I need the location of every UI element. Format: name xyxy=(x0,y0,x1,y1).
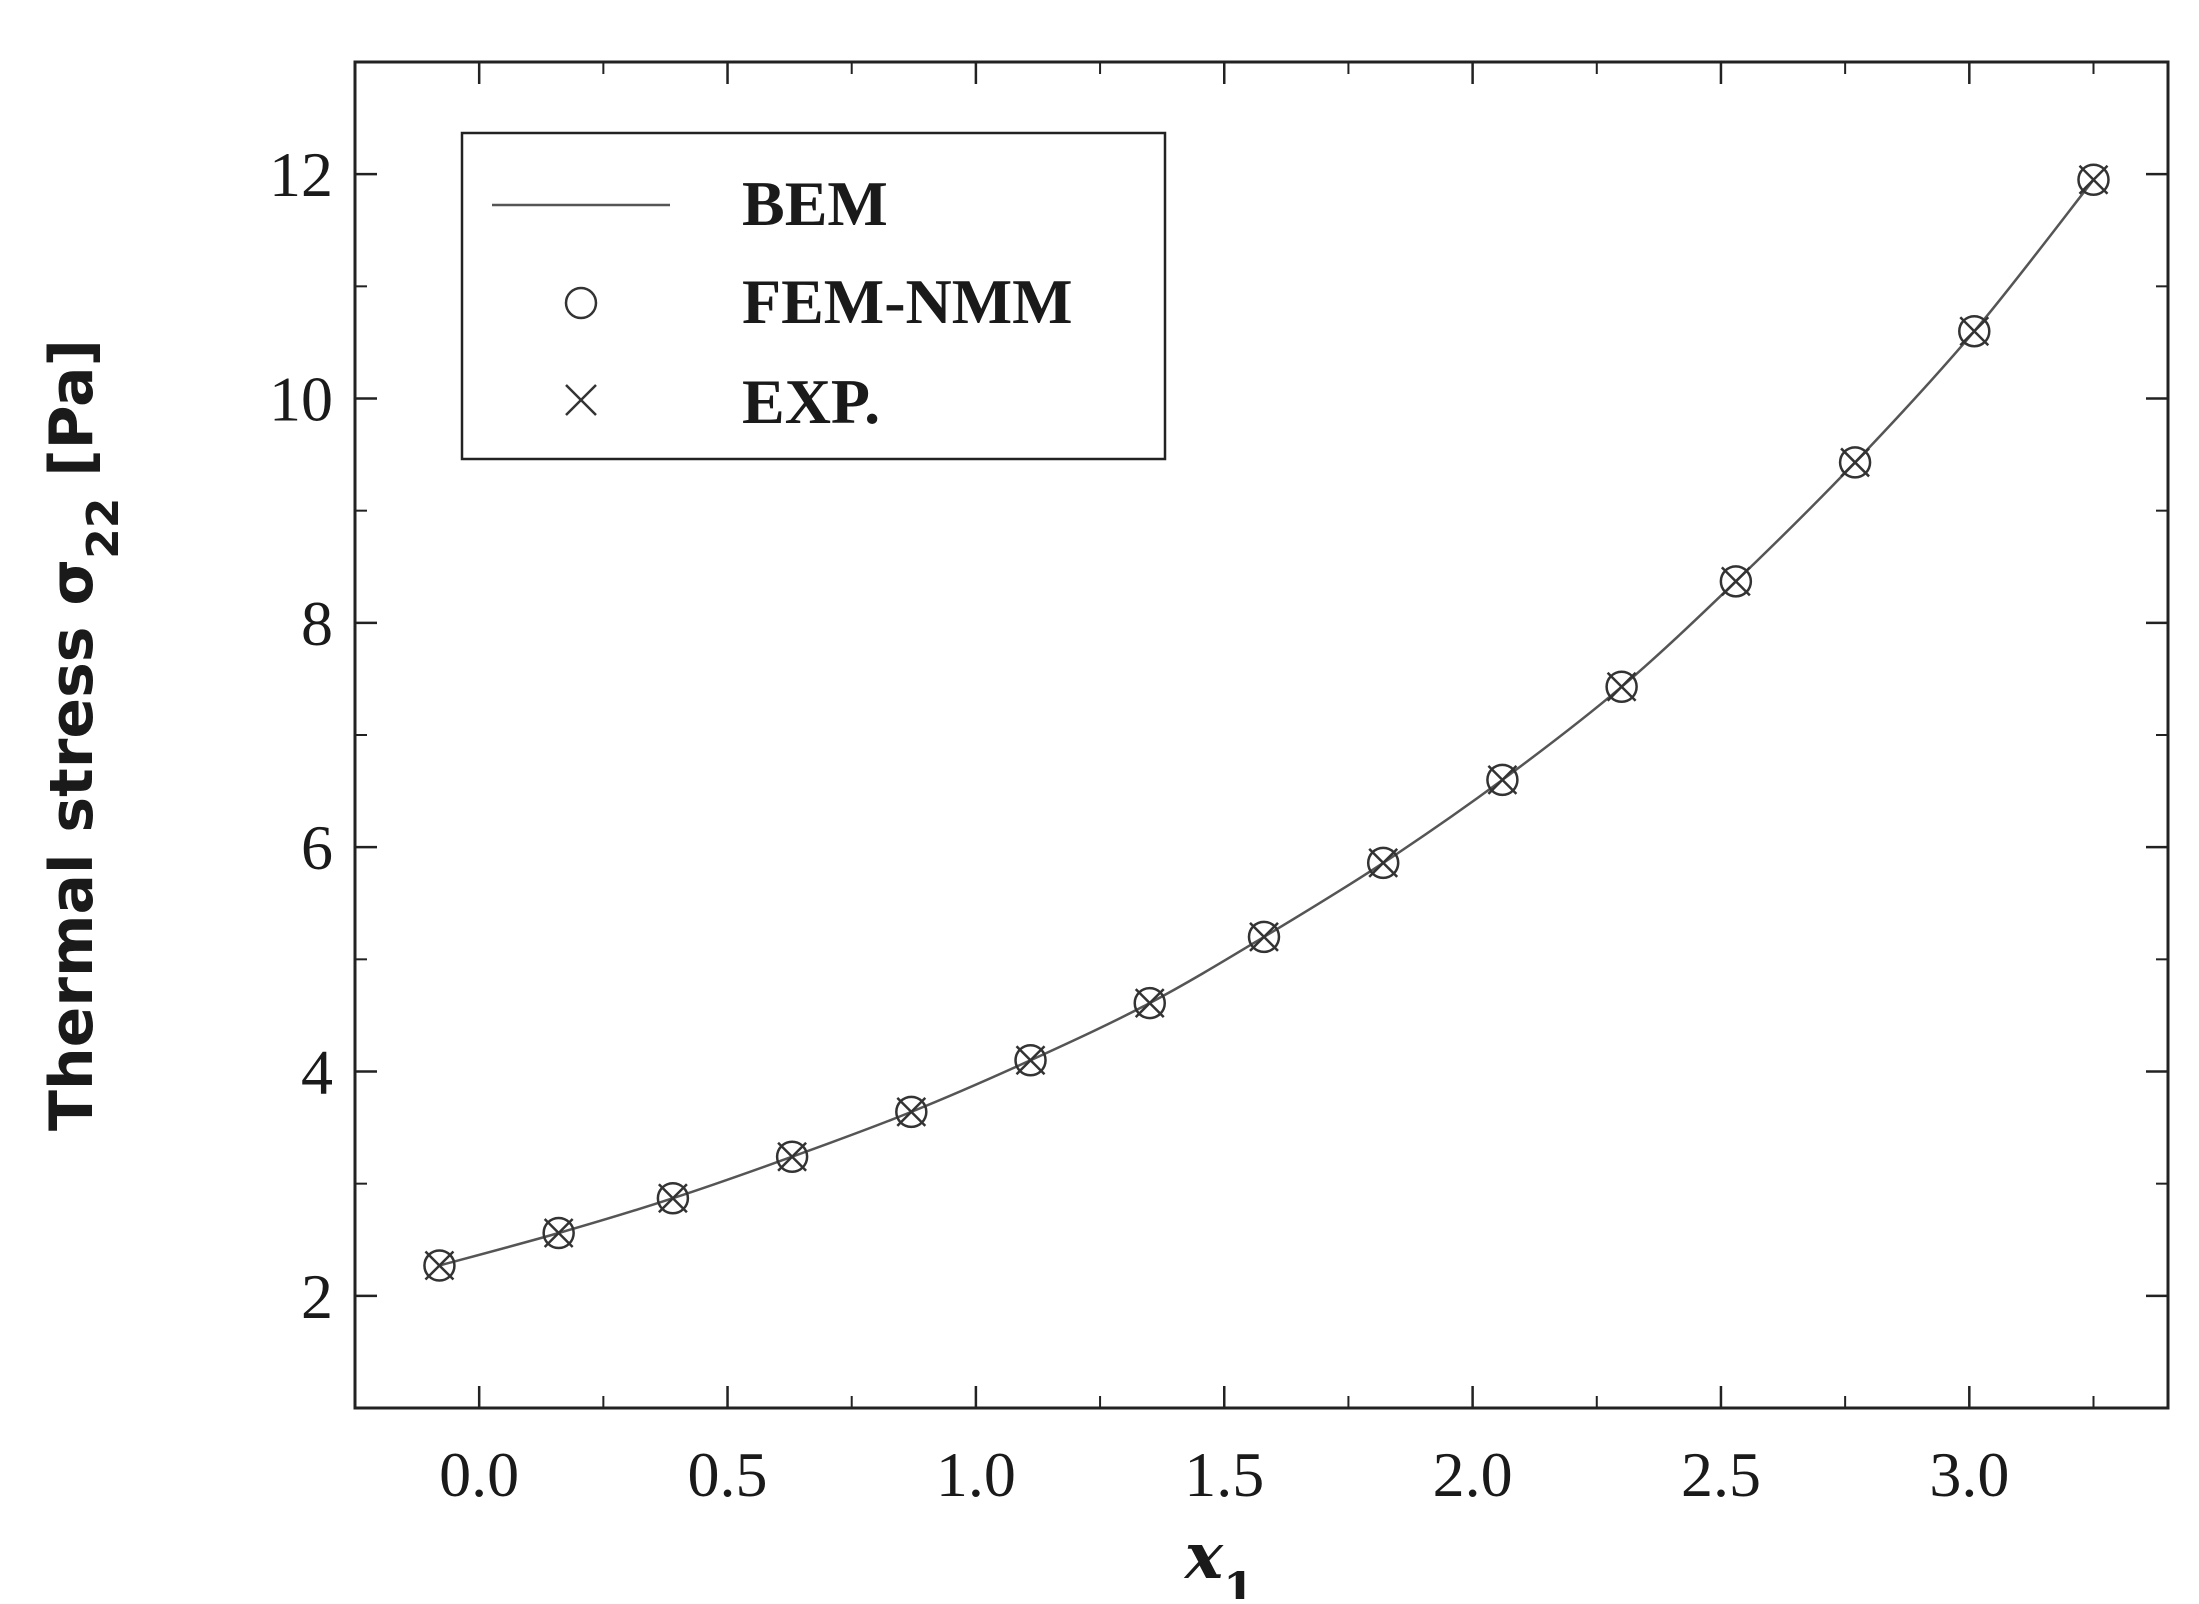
series-layer xyxy=(423,163,2110,1282)
fem-nmm-point xyxy=(895,1095,928,1129)
exp-point xyxy=(1249,922,1279,952)
legend-label-fem-nmm: FEM-NMM xyxy=(742,266,1073,337)
y-axis-ticks: 2 4 6 8 10 12 xyxy=(269,139,2168,1332)
fem-nmm-point xyxy=(775,1140,809,1173)
fem-nmm-point xyxy=(1014,1044,1047,1077)
fem-nmm-point xyxy=(1958,314,1991,348)
x-tick-label: 3.0 xyxy=(1929,1439,2009,1510)
exp-point xyxy=(777,1141,807,1172)
y-axis-label: Thermal stress σ22 [Pa] xyxy=(37,339,129,1131)
x-tick-label: 2.0 xyxy=(1433,1439,1513,1510)
exp-point xyxy=(1368,847,1399,878)
exp-point xyxy=(1959,316,1990,347)
fem-nmm-point xyxy=(423,1249,456,1282)
legend-cross-marker xyxy=(565,384,597,416)
exp-point xyxy=(1720,566,1751,597)
legend-circle-marker xyxy=(564,286,598,320)
x-tick-label: 0.5 xyxy=(688,1439,768,1510)
y-tick-label: 4 xyxy=(301,1037,333,1108)
x-tick-label: 2.5 xyxy=(1681,1439,1761,1510)
fem-nmm-point xyxy=(1366,846,1400,880)
x-tick-label: 0.0 xyxy=(439,1439,519,1510)
fem-nmm-point xyxy=(2077,163,2110,197)
fem-nmm-point xyxy=(1719,565,1753,598)
x-tick-label: 1.0 xyxy=(936,1439,1016,1510)
exp-point xyxy=(1840,447,1870,478)
legend: BEM FEM-NMM EXP. xyxy=(460,131,1167,461)
legend-label-exp: EXP. xyxy=(742,366,880,437)
fem-nmm-point xyxy=(1605,670,1638,704)
y-tick-label: 2 xyxy=(301,1261,333,1332)
y-tick-label: 8 xyxy=(301,588,333,659)
fem-nmm-point xyxy=(1247,920,1281,954)
fem-nmm-point xyxy=(1838,446,1872,479)
y-tick-label: 6 xyxy=(301,812,333,883)
x-axis-label: x1 xyxy=(1183,1519,1255,1599)
exp-point xyxy=(1134,988,1165,1018)
y-tick-label: 10 xyxy=(269,364,333,435)
exp-point xyxy=(1606,671,1637,702)
exp-point xyxy=(543,1218,574,1248)
exp-point xyxy=(1487,764,1518,795)
fem-nmm-point xyxy=(542,1216,575,1250)
exp-point xyxy=(1015,1045,1046,1076)
fem-nmm-point xyxy=(656,1181,690,1215)
exp-point xyxy=(424,1250,455,1281)
legend-label-bem: BEM xyxy=(742,168,888,239)
fem-nmm-point xyxy=(1486,763,1519,797)
y-tick-label: 12 xyxy=(269,139,333,210)
fem-nmm-point xyxy=(1133,986,1166,1020)
x-axis-ticks: 0.0 0.5 1.0 1.5 2.0 2.5 3.0 xyxy=(439,62,2095,1510)
legend-box xyxy=(460,131,1167,461)
exp-point xyxy=(2078,164,2109,195)
x-tick-label: 1.5 xyxy=(1184,1439,1264,1510)
exp-point xyxy=(658,1183,688,1214)
exp-point xyxy=(896,1096,927,1127)
